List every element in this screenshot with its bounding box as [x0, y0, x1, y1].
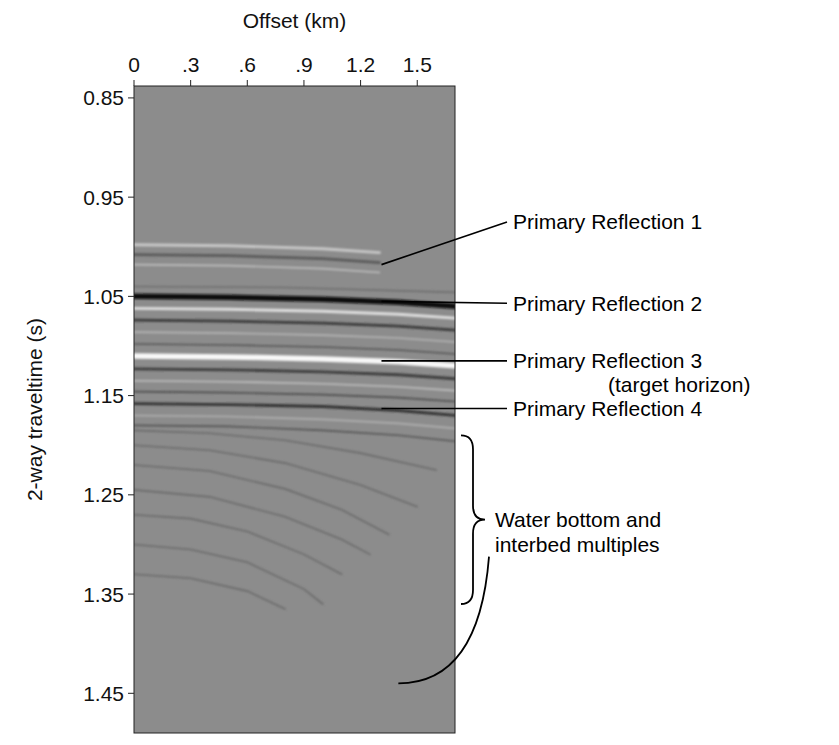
x-tick-label: .9: [295, 53, 313, 76]
reflection-event: [134, 320, 455, 330]
x-tick-label: 0: [128, 53, 140, 76]
plot-frame: [134, 86, 455, 733]
reflection-event: [134, 404, 455, 416]
annotation: Primary Reflection 3: [513, 349, 702, 372]
reflection-event: [134, 490, 370, 555]
x-tick-label: .3: [182, 53, 200, 76]
reflection-event: [134, 381, 455, 391]
x-tick: [303, 80, 304, 86]
y-tick-label: 0.95: [83, 186, 124, 209]
y-tick: [128, 197, 134, 198]
x-tick: [190, 80, 191, 86]
reflection-event: [134, 255, 379, 263]
x-tick-label: 1.2: [346, 53, 375, 76]
reflection-event: [134, 465, 389, 534]
reflection-event: [134, 430, 436, 470]
x-axis-title: Offset (km): [243, 9, 346, 32]
bracket: [461, 435, 485, 604]
reflection-event: [134, 308, 455, 318]
x-tick-label: 1.5: [403, 53, 432, 76]
y-tick-label: 1.15: [83, 384, 124, 407]
leader-line: [398, 557, 489, 684]
reflection-event: [134, 445, 417, 507]
y-tick: [128, 594, 134, 595]
y-tick: [128, 395, 134, 396]
reflection-event: [134, 369, 455, 379]
reflection-event: [134, 425, 455, 441]
reflection-event: [134, 574, 285, 609]
reflection-event: [134, 544, 323, 604]
reflection-event: [134, 286, 455, 292]
annotation: interbed multiples: [495, 533, 660, 556]
reflection-event: [134, 332, 455, 342]
y-tick-label: 1.45: [83, 682, 124, 705]
annotation-subtext: (target horizon): [608, 373, 750, 396]
reflection-event: [134, 344, 455, 354]
x-tick: [134, 80, 135, 86]
y-tick: [128, 296, 134, 297]
annotation: Water bottom and: [495, 508, 661, 531]
y-tick: [128, 494, 134, 495]
events: [134, 245, 455, 609]
y-tick: [128, 693, 134, 694]
leader-line: [381, 360, 507, 362]
x-tick: [247, 80, 248, 86]
x-tick: [360, 80, 361, 86]
reflection-event: [134, 245, 379, 253]
x-tick: [417, 80, 418, 86]
reflection-event: [134, 265, 379, 273]
leader-line: [381, 222, 507, 265]
annotation: Primary Reflection 4: [513, 397, 702, 420]
x-tick-label: .6: [239, 53, 257, 76]
y-tick-label: 1.05: [83, 285, 124, 308]
figure: 0 .3 .6 .9 1.2 1.5 Offset (km) 0.85 0.95 1.05 1.15…: [0, 0, 839, 745]
y-tick: [128, 97, 134, 98]
plot-area: [134, 86, 455, 733]
leader-line: [381, 408, 507, 410]
y-tick-label: 1.35: [83, 583, 124, 606]
annotation: Primary Reflection 1: [513, 210, 702, 233]
y-tick-label: 0.85: [83, 86, 124, 109]
reflection-event: [134, 392, 455, 402]
reflection-event: [134, 515, 342, 575]
annotation: Primary Reflection 2: [513, 292, 702, 315]
leader-line: [381, 301, 507, 303]
y-tick-label: 1.25: [83, 483, 124, 506]
y-axis-title: 2-way traveltime (s): [23, 318, 46, 501]
